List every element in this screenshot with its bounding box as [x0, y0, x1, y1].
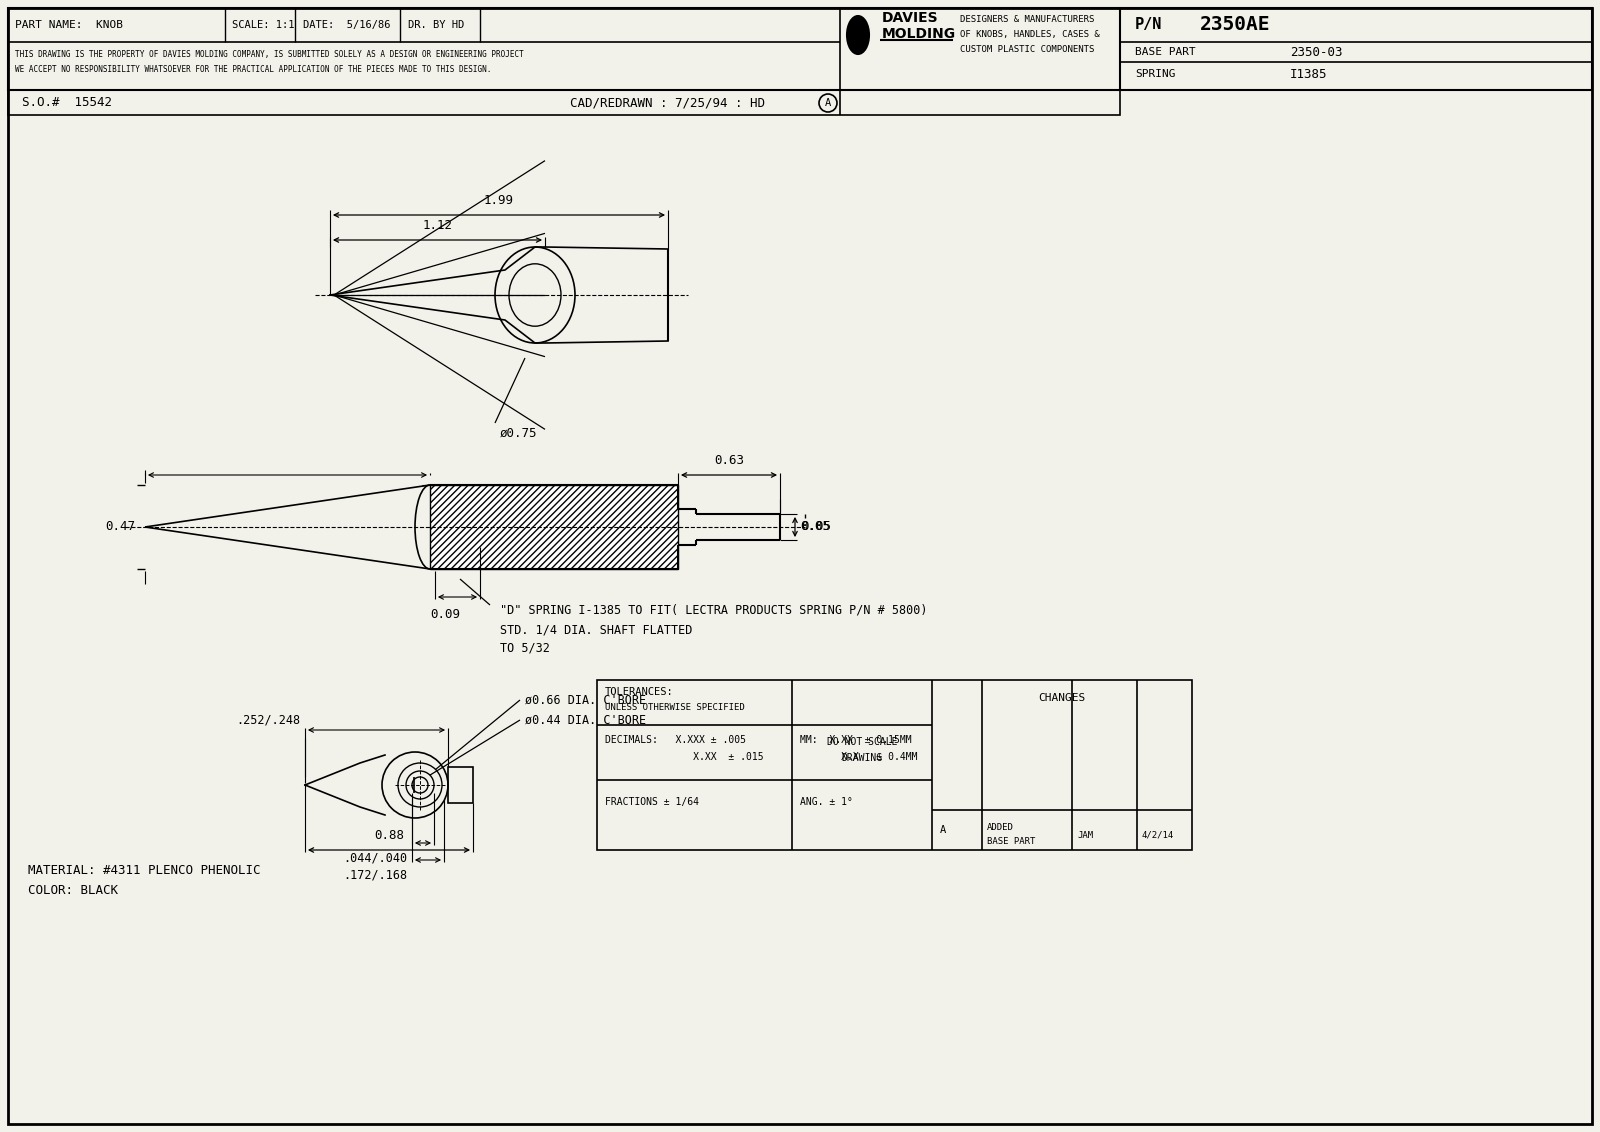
Text: X.X   ± 0.4MM: X.X ± 0.4MM: [800, 752, 917, 762]
Text: 0.88: 0.88: [374, 829, 403, 842]
Text: DECIMALS:   X.XXX ± .005: DECIMALS: X.XXX ± .005: [605, 735, 746, 745]
Text: A: A: [826, 98, 830, 108]
Text: "D" SPRING I-1385 TO FIT( LECTRA PRODUCTS SPRING P/N # 5800): "D" SPRING I-1385 TO FIT( LECTRA PRODUCT…: [499, 603, 928, 617]
Text: 1.12: 1.12: [422, 218, 453, 232]
Text: SPRING: SPRING: [1134, 69, 1176, 79]
Text: 0.63: 0.63: [714, 454, 744, 468]
Text: 2350-03: 2350-03: [1290, 45, 1342, 59]
Text: BASE PART: BASE PART: [1134, 48, 1195, 57]
Text: UNLESS OTHERWISE SPECIFIED: UNLESS OTHERWISE SPECIFIED: [605, 703, 744, 712]
Text: SCALE: 1:1: SCALE: 1:1: [232, 20, 294, 31]
Text: 0.05: 0.05: [800, 521, 830, 533]
Text: I1385: I1385: [1290, 68, 1328, 80]
Bar: [597, 680, 1192, 850]
Text: ø0.44 DIA. C'BORE: ø0.44 DIA. C'BORE: [525, 713, 646, 727]
Text: P/N: P/N: [1134, 17, 1162, 33]
Text: DAVIES: DAVIES: [882, 11, 939, 25]
Text: ADDED: ADDED: [987, 823, 1014, 832]
Text: 0.09: 0.09: [430, 609, 461, 621]
Bar: [448, 767, 474, 803]
Text: .172/.168: .172/.168: [342, 868, 406, 882]
Text: DESIGNERS & MANUFACTURERS: DESIGNERS & MANUFACTURERS: [960, 16, 1094, 25]
Text: 1.99: 1.99: [483, 194, 514, 207]
Text: CUSTOM PLASTIC COMPONENTS: CUSTOM PLASTIC COMPONENTS: [960, 45, 1094, 54]
Text: TOLERANCES:: TOLERANCES:: [605, 687, 674, 697]
Ellipse shape: [846, 16, 869, 54]
Text: 2350AE: 2350AE: [1200, 16, 1270, 34]
Text: X.XX  ± .015: X.XX ± .015: [605, 752, 763, 762]
Text: MATERIAL: #4311 PLENCO PHENOLIC: MATERIAL: #4311 PLENCO PHENOLIC: [29, 864, 261, 876]
Text: PART NAME:  KNOB: PART NAME: KNOB: [14, 20, 123, 31]
Text: TO 5/32: TO 5/32: [499, 642, 550, 654]
Bar: [8, 8, 1592, 91]
Text: A: A: [941, 825, 946, 835]
Text: FRACTIONS ± 1/64: FRACTIONS ± 1/64: [605, 797, 699, 807]
Text: .044/.040: .044/.040: [342, 851, 406, 865]
Text: 0.47: 0.47: [106, 521, 134, 533]
Text: DR. BY HD: DR. BY HD: [408, 20, 464, 31]
Text: S.O.#  15542: S.O.# 15542: [22, 96, 112, 110]
Text: DO NOT SCALE: DO NOT SCALE: [827, 737, 898, 747]
Text: DRAWING: DRAWING: [842, 753, 883, 763]
Text: .252/.248: .252/.248: [235, 713, 301, 727]
Text: ANG. ± 1°: ANG. ± 1°: [800, 797, 853, 807]
Text: THIS DRAWING IS THE PROPERTY OF DAVIES MOLDING COMPANY, IS SUBMITTED SOLELY AS A: THIS DRAWING IS THE PROPERTY OF DAVIES M…: [14, 51, 523, 60]
Text: MOLDING: MOLDING: [882, 27, 957, 41]
Text: JAM: JAM: [1077, 831, 1093, 840]
Text: STD. 1/4 DIA. SHAFT FLATTED: STD. 1/4 DIA. SHAFT FLATTED: [499, 624, 693, 636]
Text: BASE PART: BASE PART: [987, 837, 1035, 846]
Text: MM:  X.XX  ± 0.15MM: MM: X.XX ± 0.15MM: [800, 735, 912, 745]
Text: CHANGES: CHANGES: [1038, 693, 1086, 703]
Text: 4/2/14: 4/2/14: [1142, 831, 1174, 840]
Text: 0.05: 0.05: [802, 521, 830, 533]
Text: ø0.75: ø0.75: [499, 427, 538, 439]
Text: COLOR: BLACK: COLOR: BLACK: [29, 883, 118, 897]
Text: WE ACCEPT NO RESPONSIBILITY WHATSOEVER FOR THE PRACTICAL APPLICATION OF THE PIEC: WE ACCEPT NO RESPONSIBILITY WHATSOEVER F…: [14, 66, 491, 75]
Text: DATE:  5/16/86: DATE: 5/16/86: [302, 20, 390, 31]
Text: OF KNOBS, HANDLES, CASES &: OF KNOBS, HANDLES, CASES &: [960, 31, 1099, 40]
Bar: [8, 91, 1120, 115]
Text: ø0.66 DIA. C'BORE: ø0.66 DIA. C'BORE: [525, 694, 646, 706]
Polygon shape: [430, 484, 678, 569]
Text: CAD/REDRAWN : 7/25/94 : HD: CAD/REDRAWN : 7/25/94 : HD: [570, 96, 765, 110]
